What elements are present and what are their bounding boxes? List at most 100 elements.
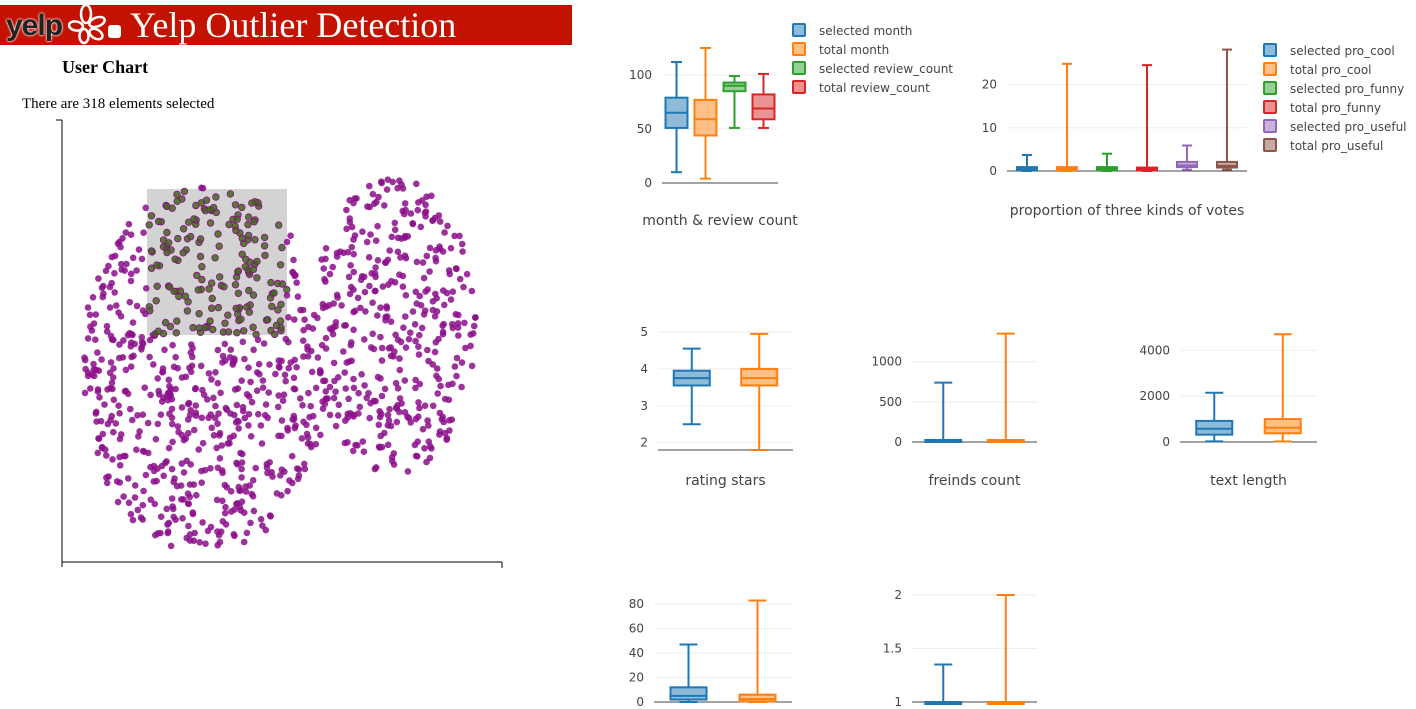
data-point [183,457,190,465]
data-point [94,388,102,395]
legend-item[interactable]: total pro_cool [1263,62,1372,77]
data-point [412,415,420,423]
box-series-1[interactable] [1263,333,1302,443]
legend-item[interactable]: selected month [792,23,912,38]
box-total-pro-funny[interactable] [1136,64,1158,172]
selected-point [268,302,276,311]
legend-item[interactable]: total pro_funny [1263,100,1381,115]
selected-point [245,286,253,295]
box-selected-month[interactable] [664,61,689,174]
box-total-pro-cool[interactable] [1056,62,1078,172]
box-total-pro-useful[interactable] [1216,48,1238,171]
data-point [360,448,368,456]
month-review-boxplot[interactable]: 0 50 100 selected month total month selected … [600,10,980,240]
legend-item[interactable]: selected pro_cool [1263,43,1395,58]
data-point [394,336,402,343]
data-point [378,178,385,185]
data-point [160,472,167,480]
data-point [249,493,257,500]
data-point [415,199,422,206]
data-point [282,377,290,385]
data-point [167,542,175,550]
data-point [423,193,430,200]
data-point [157,411,165,419]
selected-point [154,217,163,226]
box-body [751,93,776,121]
box-selected-pro-useful[interactable] [1176,144,1198,171]
box-series-0[interactable] [924,663,963,705]
legend-swatch [792,80,806,94]
box-total-month[interactable] [693,47,718,180]
data-point [187,368,195,376]
data-point [351,307,359,315]
data-point [165,519,173,527]
data-point [440,418,448,426]
data-point [436,428,444,435]
data-point [217,528,225,535]
box-total-review-count[interactable] [751,72,776,129]
selected-point [249,323,257,331]
legend-item[interactable]: total month [792,42,889,57]
data-point [258,440,266,447]
data-point [233,401,241,409]
user-scatter-plot[interactable] [0,110,520,580]
data-point [278,417,286,424]
box-series-1[interactable] [738,599,777,703]
data-point [250,346,257,354]
data-point [326,270,334,278]
box-series-1[interactable] [740,332,779,451]
data-point [375,443,383,451]
data-point [256,370,263,378]
data-point [346,290,354,298]
data-point [168,495,176,502]
selected-point [176,287,185,295]
box-series-0[interactable] [669,643,708,703]
legend-item[interactable]: total pro_useful [1263,138,1383,153]
box-series-1[interactable] [986,594,1025,705]
selected-point [249,265,258,274]
data-point [243,391,251,398]
data-point [415,399,422,406]
data-point [242,488,250,495]
data-point [133,302,141,310]
data-point [235,425,242,432]
count-boxplot-b[interactable]: 11.52 [840,580,1060,709]
data-point [165,376,173,384]
legend-item[interactable]: total review_count [792,80,930,95]
selected-point [147,247,156,255]
box-series-1[interactable] [986,332,1025,443]
data-point [285,364,293,372]
data-point [429,217,437,224]
data-point [111,270,118,277]
friends-count-boxplot[interactable]: 0 500 1000 freinds count [840,320,1060,495]
legend-item[interactable]: selected review_count [792,61,953,76]
data-point [116,238,123,246]
data-point [447,244,455,252]
data-point [441,301,448,309]
data-point [210,394,217,402]
legend-item[interactable]: selected pro_funny [1263,81,1404,96]
data-point [428,445,435,452]
data-point [309,325,317,332]
data-point [449,324,457,332]
rating-stars-boxplot[interactable]: 2 3 4 5 rating stars [600,320,820,495]
data-point [382,259,390,266]
selected-point [276,261,285,269]
selected-point [248,199,256,207]
count-boxplot-a[interactable]: 0 20 40 60 80 [600,580,820,709]
box-selected-pro-funny[interactable] [1096,152,1118,172]
box-selected-pro-cool[interactable] [1016,154,1038,172]
data-point [239,450,246,458]
data-point [177,482,185,489]
data-point [186,411,194,419]
box-series-0[interactable] [1195,391,1234,443]
data-point [111,289,118,296]
box-selected-review-count[interactable] [722,75,747,129]
text-length-boxplot[interactable]: 0 2000 4000 text length [1110,320,1340,495]
box-series-0[interactable] [672,347,711,426]
selected-point [214,303,223,312]
y-tick-label: 0 [1162,435,1170,449]
legend-item[interactable]: selected pro_useful [1263,119,1407,134]
box-series-0[interactable] [924,381,963,443]
